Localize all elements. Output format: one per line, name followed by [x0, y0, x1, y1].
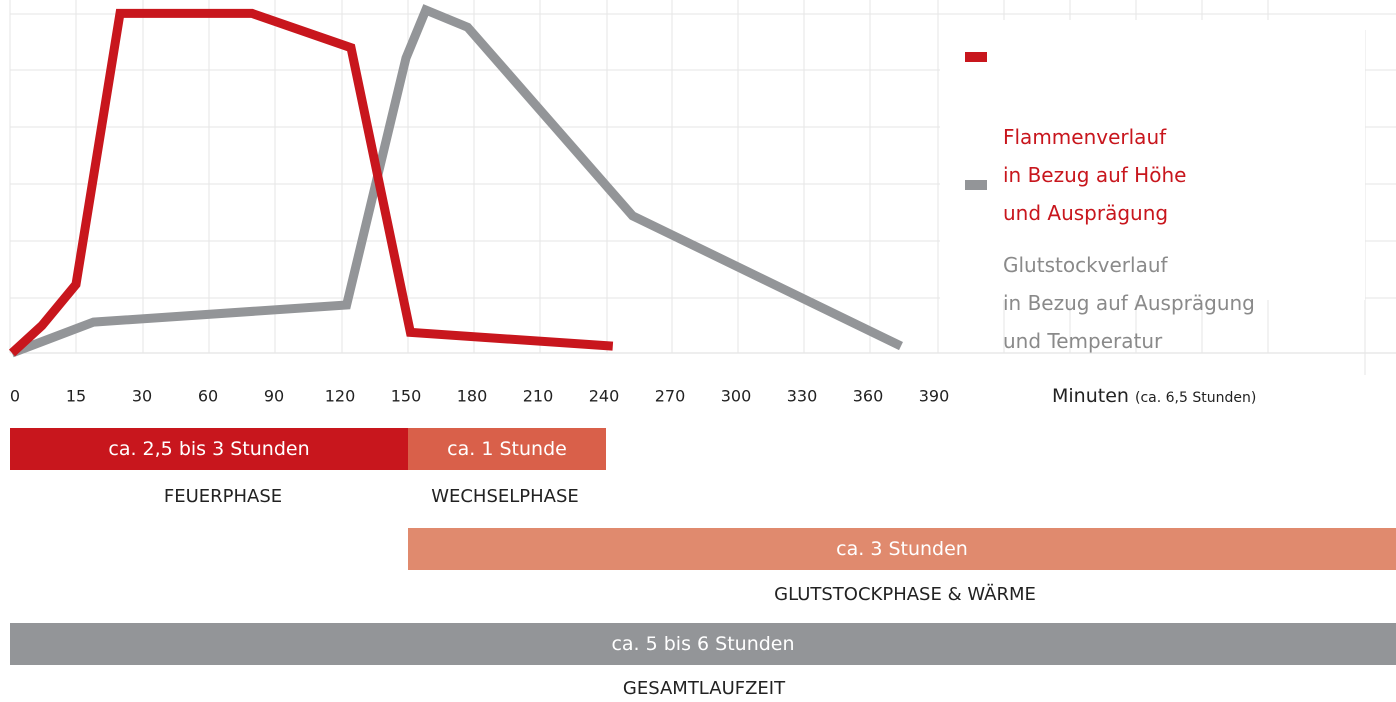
x-tick-label: 330 — [787, 387, 818, 406]
x-tick-label: 240 — [589, 387, 620, 406]
x-tick-label: 30 — [132, 387, 152, 406]
legend-item: Flammenverlauf in Bezug auf Höhe und Aus… — [965, 42, 1186, 270]
phase-name: GLUTSTOCKPHASE & WÄRME — [774, 584, 1036, 605]
phase-bar: ca. 1 Stunde — [408, 428, 606, 470]
legend-swatch — [965, 180, 987, 190]
phase-bar: ca. 2,5 bis 3 Stunden — [10, 428, 408, 470]
x-axis-title: Minuten — [1052, 385, 1129, 407]
legend-label: Flammenverlauf in Bezug auf Höhe und Aus… — [1003, 125, 1187, 225]
data-line — [10, 4, 903, 358]
legend-swatch — [965, 52, 987, 62]
phase-bar: ca. 5 bis 6 Stunden — [10, 623, 1396, 665]
x-tick-label: 60 — [198, 387, 218, 406]
x-tick-label: 150 — [391, 387, 422, 406]
phase-name: FEUERPHASE — [163, 486, 283, 507]
x-tick-label: 90 — [264, 387, 284, 406]
legend-box — [940, 20, 1365, 300]
x-tick-label: 270 — [655, 387, 686, 406]
x-tick-label: 0 — [10, 387, 20, 406]
x-tick-label: 210 — [523, 387, 554, 406]
x-axis-label: Minuten (ca. 6,5 Stunden) — [1052, 385, 1256, 407]
legend-item: Glutstockverlauf in Bezug auf Ausprägung… — [965, 170, 1255, 398]
phase-name: WECHSELPHASE — [431, 486, 579, 507]
x-tick-label: 15 — [66, 387, 86, 406]
x-tick-label: 180 — [457, 387, 488, 406]
legend-label: Glutstockverlauf in Bezug auf Ausprägung… — [1003, 253, 1255, 353]
phase-bar: ca. 3 Stunden — [408, 528, 1396, 570]
data-line — [8, 8, 614, 357]
x-tick-label: 360 — [853, 387, 884, 406]
x-axis-note: (ca. 6,5 Stunden) — [1134, 390, 1257, 406]
x-tick-label: 120 — [325, 387, 356, 406]
x-tick-label: 300 — [721, 387, 752, 406]
x-tick-label: 390 — [919, 387, 950, 406]
phase-name: GESAMTLAUFZEIT — [622, 678, 786, 699]
